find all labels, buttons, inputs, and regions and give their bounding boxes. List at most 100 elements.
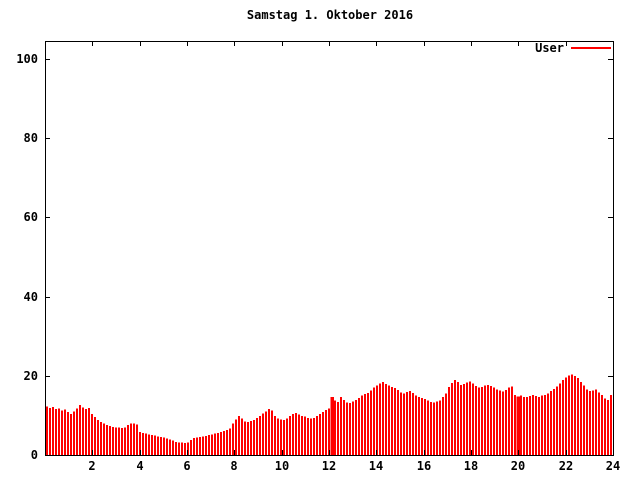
bar: [607, 399, 609, 455]
bar: [235, 419, 237, 455]
bar: [328, 408, 330, 455]
bar: [355, 399, 357, 455]
bar: [330, 397, 334, 455]
bar: [55, 409, 57, 455]
plot-border: [45, 41, 614, 456]
bar: [160, 436, 162, 455]
bar: [358, 397, 360, 455]
bar: [370, 390, 372, 455]
bar: [430, 401, 432, 455]
bar: [604, 398, 606, 455]
bar: [556, 386, 558, 455]
bar: [106, 424, 108, 455]
bar: [169, 439, 171, 455]
bar: [373, 387, 375, 455]
bar: [433, 402, 435, 455]
bar: [481, 386, 483, 455]
bar: [220, 432, 222, 455]
bar: [583, 385, 585, 455]
bar: [382, 382, 384, 455]
bar: [367, 392, 369, 455]
bar: [292, 413, 294, 455]
bar: [388, 385, 390, 455]
bar: [502, 391, 504, 455]
bar: [136, 424, 138, 455]
bar: [505, 390, 507, 455]
bar: [115, 427, 117, 455]
bar: [97, 419, 99, 455]
bar: [310, 418, 312, 455]
bar: [577, 377, 579, 455]
bar: [403, 393, 405, 455]
legend: User: [535, 42, 611, 54]
bar: [487, 384, 489, 455]
bar: [202, 436, 204, 455]
bar: [442, 397, 444, 455]
bar: [205, 435, 207, 455]
bar: [265, 411, 267, 455]
bar: [268, 409, 270, 455]
bar: [343, 399, 345, 455]
chart-title: Samstag 1. Oktober 2016: [246, 8, 414, 22]
bar: [190, 439, 192, 455]
bar: [409, 390, 411, 455]
bar: [142, 432, 144, 455]
bar: [283, 419, 285, 455]
bar: [229, 428, 231, 455]
bar: [589, 391, 591, 455]
bar: [127, 424, 129, 455]
bar: [64, 409, 66, 455]
bar: [478, 387, 480, 455]
bar: [511, 386, 513, 455]
tick-label: 20: [511, 459, 525, 473]
bar: [49, 407, 51, 455]
bar: [520, 395, 522, 455]
bar: [454, 380, 456, 455]
bar: [61, 410, 63, 455]
tick-label: 0: [31, 448, 38, 462]
bar: [559, 383, 561, 455]
bar: [139, 432, 141, 455]
tick-label: 22: [559, 459, 573, 473]
bar: [151, 435, 153, 455]
bar: [100, 422, 102, 455]
bar: [361, 395, 363, 455]
bar: [199, 437, 201, 455]
bar: [208, 435, 210, 455]
bar: [193, 437, 195, 455]
tick-label: 24: [606, 459, 620, 473]
bar: [112, 426, 114, 455]
bar: [562, 379, 564, 455]
bar: [364, 394, 366, 455]
bar: [385, 384, 387, 455]
bar: [196, 437, 198, 455]
bar: [571, 374, 573, 455]
bar: [352, 401, 354, 455]
bar: [70, 413, 72, 455]
bar: [439, 400, 441, 455]
bar: [271, 410, 273, 455]
bar: [586, 389, 588, 455]
bar: [415, 395, 417, 455]
bar: [565, 377, 567, 455]
bar-series: [46, 374, 612, 455]
bar: [325, 409, 327, 455]
tick-label: 80: [24, 131, 38, 145]
bar: [595, 389, 597, 455]
bar: [88, 407, 90, 455]
bar: [124, 427, 126, 455]
bar: [118, 427, 120, 455]
tick-label: 14: [369, 459, 383, 473]
bar: [484, 385, 486, 455]
bar: [397, 390, 399, 455]
bar: [516, 396, 520, 455]
bar: [547, 393, 549, 455]
bar: [526, 397, 528, 455]
tick-label: 60: [24, 210, 38, 224]
bar: [379, 383, 381, 455]
bar: [217, 432, 219, 455]
tick-label: 8: [230, 459, 237, 473]
tick-label: 18: [464, 459, 478, 473]
